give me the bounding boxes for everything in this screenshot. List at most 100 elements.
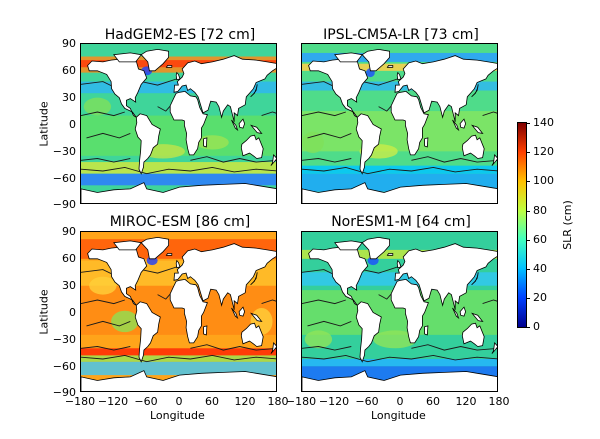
landmass-new-guinea bbox=[471, 124, 484, 134]
panel-title-noresm: NorESM1-M [64 cm] bbox=[331, 214, 471, 230]
xtick-left-0: 0 bbox=[175, 395, 183, 408]
contour-line-1 bbox=[81, 166, 276, 175]
colorbar-tick-20: 20 bbox=[533, 291, 547, 304]
slr-band-2 bbox=[81, 173, 276, 186]
xtick-right-m120: −120 bbox=[318, 395, 350, 408]
landmass-iceland bbox=[165, 253, 173, 256]
landmass-sumatra bbox=[452, 119, 460, 132]
slr-band-4 bbox=[81, 60, 276, 68]
landmass-madagascar bbox=[424, 325, 429, 336]
xtick-left-120: 120 bbox=[234, 395, 256, 408]
slr-band-4 bbox=[302, 63, 497, 71]
landmass-new-zealand bbox=[270, 342, 276, 354]
landmass-japan bbox=[471, 84, 479, 98]
slr-band-5 bbox=[81, 355, 276, 362]
panel-title-ipsl: IPSL-CM5A-LR [73 cm] bbox=[323, 27, 479, 43]
landmass-africa bbox=[390, 278, 429, 344]
slr-band-4 bbox=[81, 361, 276, 376]
slr-patch-0 bbox=[373, 330, 417, 349]
landmass-madagascar bbox=[203, 137, 208, 148]
colorbar-tickmark-0 bbox=[526, 327, 530, 328]
ytick-top-m30: −30 bbox=[52, 145, 76, 158]
landmass-sumatra bbox=[452, 307, 460, 320]
map-svg bbox=[81, 232, 276, 391]
contour-line-6 bbox=[482, 111, 497, 117]
landmass-madagascar bbox=[203, 325, 208, 336]
ytick-bot-m30: −30 bbox=[52, 333, 76, 346]
landmass-sumatra bbox=[231, 307, 239, 320]
contour-line-4 bbox=[302, 299, 346, 305]
contour-line-4 bbox=[81, 111, 125, 117]
xtick-right-60: 60 bbox=[426, 395, 440, 408]
landmass-eurasia bbox=[394, 243, 497, 310]
landmass-eurasia bbox=[173, 55, 276, 122]
contour-line-2 bbox=[81, 346, 131, 351]
panel-title-miroc: MIROC-ESM [86 cm] bbox=[109, 214, 251, 230]
contour-line-6 bbox=[482, 299, 497, 305]
colorbar-tick-80: 80 bbox=[533, 204, 547, 217]
contour-line-7 bbox=[86, 132, 131, 139]
landmass-eurasia bbox=[173, 243, 276, 310]
landmass-iceland bbox=[386, 253, 394, 256]
map-svg bbox=[302, 44, 497, 203]
colorbar-tickmark-40 bbox=[526, 269, 530, 270]
colorbar-tick-120: 120 bbox=[533, 145, 554, 158]
landmass-greenland bbox=[140, 236, 169, 260]
landmass-australia bbox=[461, 134, 485, 159]
ytick-top-90: 90 bbox=[62, 37, 76, 50]
contour-line-3 bbox=[411, 156, 497, 163]
contour-line-5 bbox=[378, 292, 393, 300]
landmass-madagascar bbox=[424, 137, 429, 148]
landmass-antarctica bbox=[302, 182, 497, 203]
contour-line-5 bbox=[157, 104, 172, 112]
colorbar-tickmark-120 bbox=[526, 152, 530, 153]
landmass-new-zealand bbox=[491, 154, 497, 166]
landmass-japan bbox=[250, 272, 258, 286]
colorbar-tickmark-20 bbox=[526, 298, 530, 299]
xtick-left-180: 180 bbox=[267, 395, 289, 408]
xlabel-right: Longitude bbox=[371, 409, 426, 422]
landmass-greenland bbox=[361, 236, 390, 260]
slr-band-2 bbox=[302, 359, 497, 367]
slr-patch-1 bbox=[304, 330, 333, 349]
landmass-new-zealand bbox=[270, 154, 276, 166]
contour-line-1 bbox=[81, 354, 276, 363]
landmass-new-zealand bbox=[491, 342, 497, 354]
colorbar-tickmark-100 bbox=[526, 181, 530, 182]
landmass-britain bbox=[396, 71, 402, 81]
landmass-eurasia bbox=[394, 55, 497, 122]
ytick-bot-60: 60 bbox=[62, 252, 76, 265]
colorbar-tick-140: 140 bbox=[533, 116, 554, 129]
colorbar-tick-100: 100 bbox=[533, 174, 554, 187]
panel-title-hadgem2: HadGEM2-ES [72 cm] bbox=[104, 27, 256, 43]
slr-patch-1 bbox=[111, 310, 139, 333]
map-svg bbox=[302, 232, 497, 391]
colorbar bbox=[517, 122, 527, 328]
landmass-australia bbox=[461, 322, 485, 347]
xtick-left-m60: −60 bbox=[134, 395, 158, 408]
slr-patch-1 bbox=[302, 131, 324, 154]
contour-line-7 bbox=[307, 320, 352, 327]
contour-line-1 bbox=[302, 166, 497, 175]
ytick-top-60: 60 bbox=[62, 64, 76, 77]
contour-line-1 bbox=[302, 354, 497, 363]
ylabel-top: Latitude bbox=[37, 101, 51, 147]
colorbar-tickmark-60 bbox=[526, 240, 530, 241]
landmass-antarctica bbox=[81, 182, 276, 203]
contour-line-6 bbox=[261, 111, 276, 117]
xtick-right-180: 180 bbox=[488, 395, 510, 408]
ytick-bot-0: 0 bbox=[69, 306, 76, 319]
landmass-australia bbox=[240, 134, 264, 159]
ytick-bot-m90: −90 bbox=[52, 386, 76, 399]
contour-line-7 bbox=[307, 132, 352, 139]
landmass-arctic-islands bbox=[113, 52, 142, 63]
colorbar-label: SLR (cm) bbox=[560, 200, 574, 250]
ytick-top-m60: −60 bbox=[52, 172, 76, 185]
ytick-bot-30: 30 bbox=[62, 279, 76, 292]
landmass-new-guinea bbox=[471, 312, 484, 322]
landmass-south-america bbox=[355, 113, 382, 175]
landmass-africa bbox=[169, 90, 208, 156]
landmass-south-america bbox=[134, 301, 161, 363]
slr-band-3 bbox=[81, 348, 276, 356]
colorbar-tick-40: 40 bbox=[533, 262, 547, 275]
